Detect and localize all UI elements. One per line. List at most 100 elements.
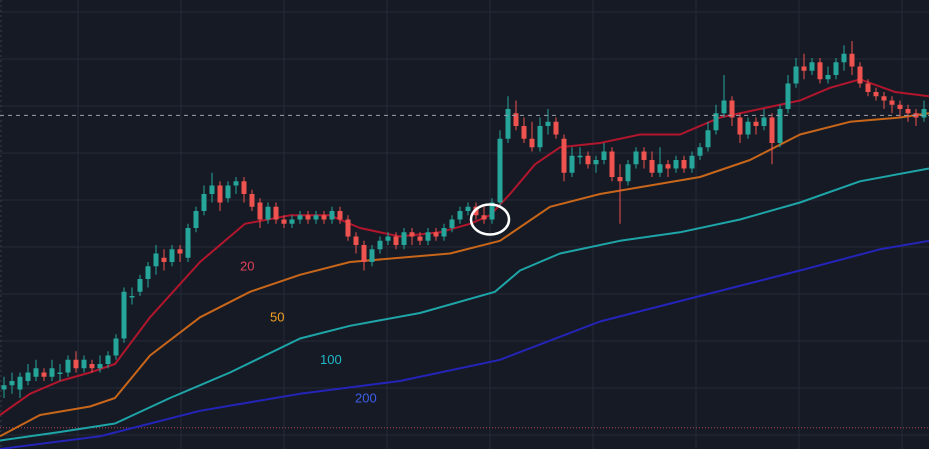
candle-bearish [409, 232, 415, 237]
candle-bearish [257, 202, 263, 220]
candle-bearish [481, 215, 487, 220]
candle-bullish [593, 160, 599, 165]
candle-bullish [113, 338, 119, 356]
candle-bullish [657, 164, 663, 173]
candle-bullish [81, 359, 87, 369]
candle-bearish [585, 155, 591, 165]
ma-line-50 [0, 112, 929, 438]
candle-bearish [513, 113, 519, 126]
candle-bearish [281, 219, 287, 224]
candle-bullish [785, 83, 791, 109]
candle-bullish [761, 117, 767, 126]
candle-bullish [809, 62, 815, 71]
ma-label-200: 200 [355, 390, 377, 405]
candles [1, 41, 927, 398]
candle-bearish [521, 126, 527, 139]
candle-bullish [713, 113, 719, 131]
candle-bearish [353, 236, 359, 245]
candle-bullish [545, 121, 551, 126]
candle-bearish [241, 181, 247, 194]
candle-bearish [881, 96, 887, 101]
candle-bullish [377, 240, 383, 250]
candle-bullish [457, 211, 463, 220]
candle-bullish [201, 194, 207, 211]
candle-bearish [905, 109, 911, 114]
candle-bullish [825, 75, 831, 80]
candle-bullish [97, 364, 103, 369]
candle-bullish [297, 215, 303, 220]
candle-bearish [753, 121, 759, 126]
candle-bullish [577, 155, 583, 158]
ma-line-200 [0, 239, 929, 449]
candle-bearish [41, 372, 47, 377]
candle-bearish [801, 66, 807, 71]
candle-bullish [1, 385, 7, 390]
candle-bullish [121, 291, 127, 339]
candle-bullish [625, 164, 631, 182]
candle-bullish [105, 355, 111, 364]
ma-label-20: 20 [240, 259, 254, 274]
candle-bullish [137, 279, 143, 292]
candle-bullish [497, 138, 503, 203]
candle-bullish [841, 53, 847, 63]
candle-bullish [329, 211, 335, 220]
candle-bearish [433, 232, 439, 237]
ma-label-50: 50 [270, 310, 284, 325]
candle-bullish [793, 66, 799, 84]
candle-bearish [641, 151, 647, 160]
candle-bearish [649, 160, 655, 173]
candle-bearish [609, 151, 615, 177]
candle-bullish [17, 376, 23, 390]
candle-bearish [729, 100, 735, 118]
candle-bearish [865, 83, 871, 92]
candle-bearish [897, 104, 903, 109]
candle-bullish [289, 219, 295, 224]
candle-bearish [665, 164, 671, 169]
candle-bearish [553, 121, 559, 135]
candle-bullish [489, 202, 495, 220]
candle-bearish [89, 364, 95, 369]
candle-bearish [393, 236, 399, 245]
candle-bearish [177, 249, 183, 254]
candle-bullish [465, 206, 471, 211]
ma-line-100 [0, 167, 929, 442]
candle-bullish [25, 372, 31, 381]
candle-bullish [777, 109, 783, 143]
candle-bullish [57, 372, 63, 374]
candle-bearish [681, 160, 687, 169]
candle-bullish [265, 206, 271, 220]
candle-bullish [633, 151, 639, 165]
candle-bearish [321, 215, 327, 220]
candle-bullish [233, 181, 239, 186]
candle-bullish [313, 215, 319, 220]
candle-bullish [689, 155, 695, 169]
candle-bullish [569, 155, 575, 173]
candle-bullish [441, 228, 447, 237]
candle-bullish [369, 249, 375, 262]
annotation-circle[interactable] [469, 203, 511, 236]
candle-bullish [833, 62, 839, 75]
candle-bearish [273, 206, 279, 220]
candle-bearish [161, 257, 167, 262]
candle-bullish [169, 249, 175, 262]
candle-bearish [617, 177, 623, 182]
candle-bullish [209, 185, 215, 194]
candle-bullish [449, 219, 455, 228]
candle-bullish [49, 368, 55, 377]
candle-bullish [129, 296, 135, 298]
candle-bullish [385, 236, 391, 241]
candle-bearish [305, 215, 311, 220]
candle-bullish [193, 211, 199, 228]
candle-bullish [33, 368, 39, 377]
candle-bearish [529, 138, 535, 148]
candle-bullish [425, 232, 431, 241]
candle-bullish [65, 359, 71, 373]
candle-bullish [185, 228, 191, 258]
candle-bullish [145, 266, 151, 279]
candle-bullish [9, 381, 15, 386]
candle-bearish [249, 194, 255, 207]
candle-bearish [873, 92, 879, 97]
